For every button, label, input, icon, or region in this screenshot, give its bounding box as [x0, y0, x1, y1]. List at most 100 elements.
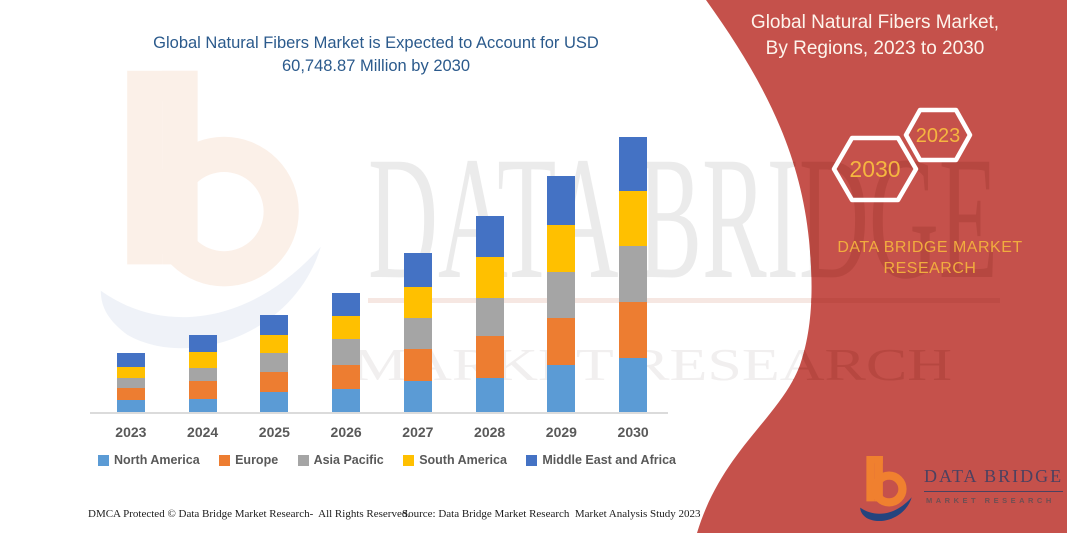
legend-marker-icon	[403, 454, 415, 466]
banner-brand-line2: RESEARCH	[883, 260, 977, 277]
legend-item: Europe	[219, 453, 278, 467]
year-hexagons: 2023 2030	[831, 107, 973, 203]
legend-marker-icon	[297, 454, 309, 466]
bar-segment	[619, 191, 648, 246]
banner-title-line1: Global Natural Fibers Market,	[750, 12, 1000, 33]
chart-title-line2: 60,748.87 Million by 2030	[281, 57, 471, 75]
bar-segment	[403, 318, 432, 349]
hexagon-2023-label: 2023	[916, 125, 961, 147]
bar-segment	[547, 176, 576, 225]
bar-segment	[619, 137, 648, 191]
legend-marker-icon	[526, 454, 538, 466]
stacked-bar-2029	[547, 176, 576, 413]
bar-segment	[260, 335, 289, 353]
stacked-bar-2026	[332, 293, 361, 413]
bar-segment	[260, 372, 289, 392]
x-tick-label: 2026	[330, 424, 362, 440]
legend-label: Asia Pacific	[313, 453, 384, 467]
bar-segment	[547, 318, 576, 365]
bar-segment	[619, 302, 648, 358]
logo-subtitle: MARKET RESEARCH	[926, 496, 1055, 505]
legend-marker-icon	[219, 454, 231, 466]
banner-title-line2: By Regions, 2023 to 2030	[765, 38, 985, 59]
hexagon-2030-label: 2030	[849, 156, 900, 182]
bar-segment	[619, 358, 648, 413]
hexagon-2023-icon: 2023	[903, 107, 973, 163]
bar-segment	[116, 388, 145, 400]
faint-logo-watermark	[100, 70, 321, 349]
bar-segment	[116, 378, 145, 388]
chart-title-line1: Global Natural Fibers Market is Expected…	[153, 34, 599, 52]
bar-segment	[332, 339, 361, 365]
bar-segment	[475, 378, 504, 413]
source-note: Source: Data Bridge Market Research Mark…	[402, 508, 701, 520]
legend-item: North America	[98, 453, 200, 467]
bar-segment	[260, 392, 289, 413]
stacked-bar-2028	[475, 216, 504, 413]
bar-column	[95, 133, 167, 413]
bar-segment	[188, 352, 217, 368]
stacked-bar-2024	[188, 335, 217, 413]
chart-title: Global Natural Fibers Market is Expected…	[70, 32, 682, 78]
legend-marker-icon	[98, 454, 109, 466]
x-tick-label: 2025	[258, 424, 290, 440]
bar-column	[310, 133, 382, 413]
bar-column	[167, 133, 239, 413]
bar-segment	[332, 365, 361, 389]
stacked-bar-2025	[260, 315, 289, 413]
bar-segment	[188, 335, 217, 352]
x-axis-labels: 2023 2024 2025 2026 2027 2028 2029 2030	[95, 424, 669, 440]
x-tick-label: 2029	[545, 424, 577, 440]
bar-segment	[332, 389, 361, 413]
stacked-bar-2030	[619, 137, 648, 413]
bar-segment	[475, 298, 504, 336]
bar-segment	[260, 315, 289, 335]
bar-segment	[188, 381, 217, 399]
chart-legend: North America Europe Asia Pacific South Ame…	[98, 453, 676, 467]
bar-segment	[332, 316, 361, 339]
bar-segment	[403, 287, 432, 318]
legend-label: North America	[114, 453, 200, 467]
logo-wordmark: DATA BRIDGE	[924, 466, 1064, 492]
stacked-bar-2023	[116, 353, 145, 413]
bar-segment	[116, 367, 145, 378]
banner-brand-text: DATA BRIDGE MARKET RESEARCH	[820, 237, 1040, 279]
bar-segment	[260, 353, 289, 372]
legend-label: Middle East and Africa	[542, 453, 676, 467]
x-tick-label: 2023	[115, 424, 147, 440]
bar-segment	[619, 246, 648, 302]
legend-item: Asia Pacific	[297, 453, 384, 467]
bar-segment	[188, 368, 217, 381]
bar-segment	[188, 399, 217, 413]
bar-segment	[475, 336, 504, 378]
bar-column	[239, 133, 311, 413]
legend-label: Europe	[235, 453, 279, 467]
data-bridge-logo: DATA BRIDGE MARKET RESEARCH	[858, 452, 1064, 527]
bar-segment	[116, 353, 145, 367]
hexagon-2030-icon: 2030	[831, 135, 919, 203]
bar-segment	[403, 253, 432, 287]
banner-shape	[697, 0, 1067, 533]
bar-column	[597, 133, 669, 413]
bar-segment	[332, 293, 361, 316]
bar-segment	[403, 381, 432, 413]
bar-segment	[475, 216, 504, 257]
dmca-notice: DMCA Protected © Data Bridge Market Rese…	[88, 508, 411, 520]
plot-area	[95, 133, 669, 413]
bar-column	[526, 133, 598, 413]
x-tick-label: 2030	[617, 424, 649, 440]
legend-item: South America	[403, 453, 507, 467]
x-tick-label: 2028	[474, 424, 506, 440]
legend-label: South America	[419, 453, 507, 467]
bar-segment	[403, 349, 432, 381]
x-tick-label: 2024	[187, 424, 219, 440]
bar-segment	[547, 272, 576, 318]
legend-item: Middle East and Africa	[526, 453, 676, 467]
bar-segment	[116, 400, 145, 413]
data-bridge-logo-icon	[860, 456, 912, 522]
bar-column	[454, 133, 526, 413]
bar-segment	[547, 225, 576, 272]
bar-segment	[475, 257, 504, 298]
